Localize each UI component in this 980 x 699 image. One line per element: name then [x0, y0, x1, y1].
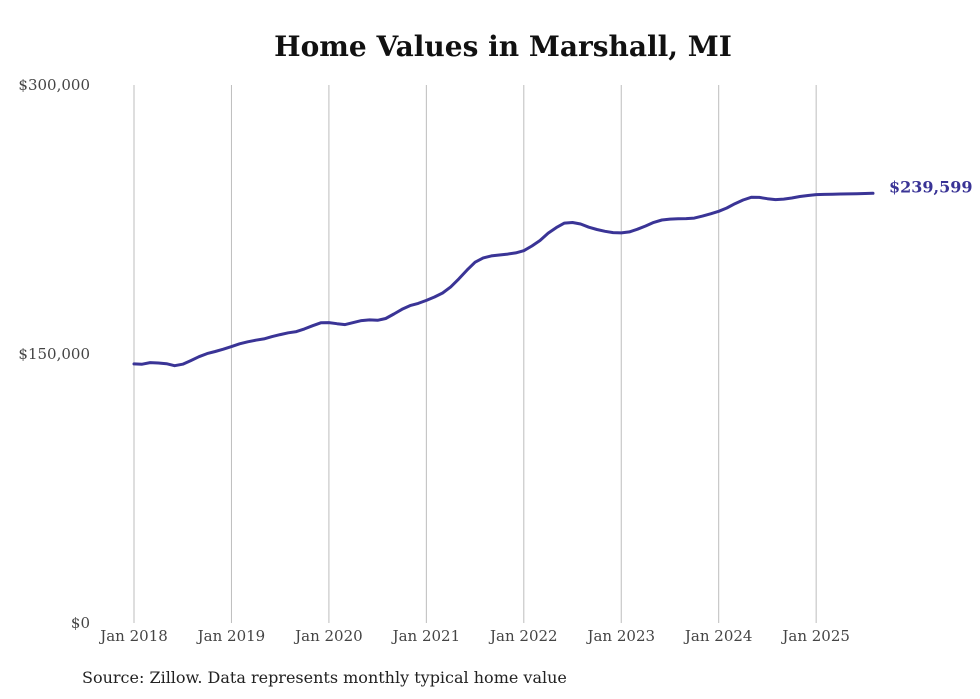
x-tick-label: Jan 2020: [293, 627, 363, 645]
x-tick-label: Jan 2025: [780, 627, 850, 645]
chart-title: Home Values in Marshall, MI: [274, 30, 732, 63]
x-axis: Jan 2018 Jan 2019 Jan 2020 Jan 2021 Jan 2022…: [98, 627, 850, 645]
labels-layer: $239,599: [889, 177, 973, 196]
x-tick-label: Jan 2021: [391, 627, 461, 645]
y-axis: $0 $150,000 $300,000: [18, 76, 90, 632]
x-tick-label: Jan 2022: [488, 627, 558, 645]
series-line: [132, 191, 875, 368]
y-tick-label: $300,000: [18, 76, 90, 94]
x-tick-label: Jan 2019: [196, 627, 266, 645]
x-tick-label: Jan 2024: [683, 627, 753, 645]
y-tick-label: $0: [71, 614, 90, 632]
series-layer: [132, 191, 875, 368]
x-tick-label: Jan 2023: [585, 627, 655, 645]
gridlines: [133, 85, 817, 623]
end-value-label: $239,599: [889, 177, 973, 196]
y-tick-label: $150,000: [18, 345, 90, 363]
source-note: Source: Zillow. Data represents monthly …: [82, 668, 567, 687]
x-tick-label: Jan 2018: [98, 627, 168, 645]
